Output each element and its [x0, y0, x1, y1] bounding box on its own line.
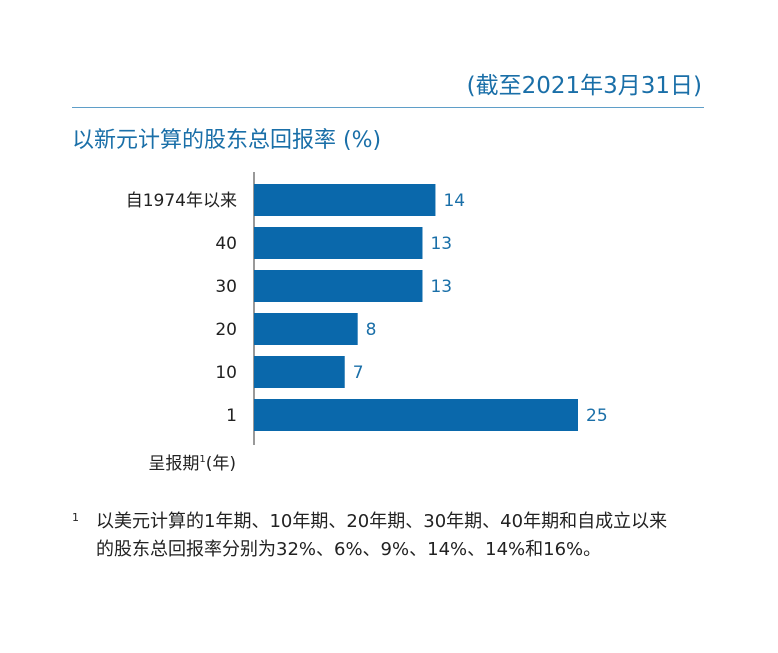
- category-label: 20: [215, 320, 237, 340]
- bar-chart: 自1974年以来 14 40 13 30 13 20 8 10 7 1 25 呈报期1(年): [126, 172, 608, 474]
- footnote-marker: 1: [72, 511, 79, 524]
- value-label: 8: [366, 320, 377, 340]
- category-label: 30: [215, 277, 237, 297]
- bar: [254, 227, 423, 259]
- bars-group: 自1974年以来 14 40 13 30 13 20 8 10 7 1 25: [126, 184, 608, 431]
- header-divider: [72, 107, 704, 108]
- footnote-text: 以美元计算的1年期、10年期、20年期、30年期、40年期和自成立以来的股东总回…: [96, 511, 668, 560]
- value-label: 25: [586, 406, 608, 426]
- category-label: 1: [226, 406, 237, 426]
- category-label: 10: [215, 363, 237, 383]
- bar: [254, 399, 578, 431]
- bar: [254, 313, 358, 345]
- value-label: 13: [430, 277, 452, 297]
- bar: [254, 356, 345, 388]
- date-note: (截至2021年3月31日): [466, 73, 702, 99]
- value-label: 7: [353, 363, 364, 383]
- bar: [254, 184, 436, 216]
- chart-title: 以新元计算的股东总回报率 (%): [72, 128, 382, 153]
- footnote: 1 以美元计算的1年期、10年期、20年期、30年期、40年期和自成立以来的股东…: [72, 508, 682, 564]
- y-axis-title: 呈报期1(年): [148, 454, 236, 474]
- category-label: 40: [215, 234, 237, 254]
- bar: [254, 270, 423, 302]
- category-label: 自1974年以来: [126, 191, 237, 211]
- value-label: 14: [443, 191, 465, 211]
- value-label: 13: [430, 234, 452, 254]
